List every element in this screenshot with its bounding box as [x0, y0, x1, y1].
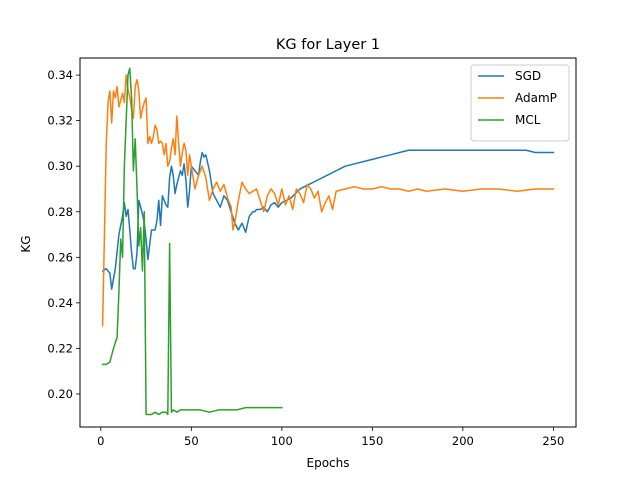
series-layer [101, 67, 555, 416]
legend-label-adamp: AdamP [515, 91, 557, 105]
y-tick-label: 0.24 [47, 296, 73, 310]
legend-label-sgd: SGD [515, 69, 541, 83]
x-tick-label: 150 [361, 434, 383, 448]
legend-box [470, 64, 570, 142]
y-axis-label: KG [19, 235, 33, 252]
series-line-sgd [101, 149, 555, 290]
y-tick-label: 0.32 [47, 114, 73, 128]
x-axis-label: Epochs [307, 456, 350, 470]
y-tick-label: 0.22 [47, 341, 73, 355]
y-tick-label: 0.20 [47, 387, 73, 401]
chart-title: KG for Layer 1 [276, 37, 380, 53]
series-line-mcl [101, 67, 283, 416]
x-tick-label: 50 [184, 434, 199, 448]
x-tick-label: 250 [542, 434, 564, 448]
y-tick-label: 0.26 [47, 250, 73, 264]
series-line-adamp [101, 74, 555, 327]
legend: SGD AdamP MCL [470, 64, 570, 142]
x-axis-ticks: 0 50 100 150 200 250 [97, 427, 564, 448]
y-tick-label: 0.34 [47, 68, 73, 82]
x-tick-label: 100 [271, 434, 293, 448]
y-axis-ticks: 0.20 0.22 0.24 0.26 0.28 0.30 0.32 0.34 [47, 68, 80, 401]
x-tick-label: 200 [452, 434, 474, 448]
x-tick-label: 0 [97, 434, 104, 448]
y-tick-label: 0.30 [47, 159, 73, 173]
y-tick-label: 0.28 [47, 205, 73, 219]
legend-label-mcl: MCL [515, 113, 541, 127]
plot-frame [79, 57, 577, 428]
